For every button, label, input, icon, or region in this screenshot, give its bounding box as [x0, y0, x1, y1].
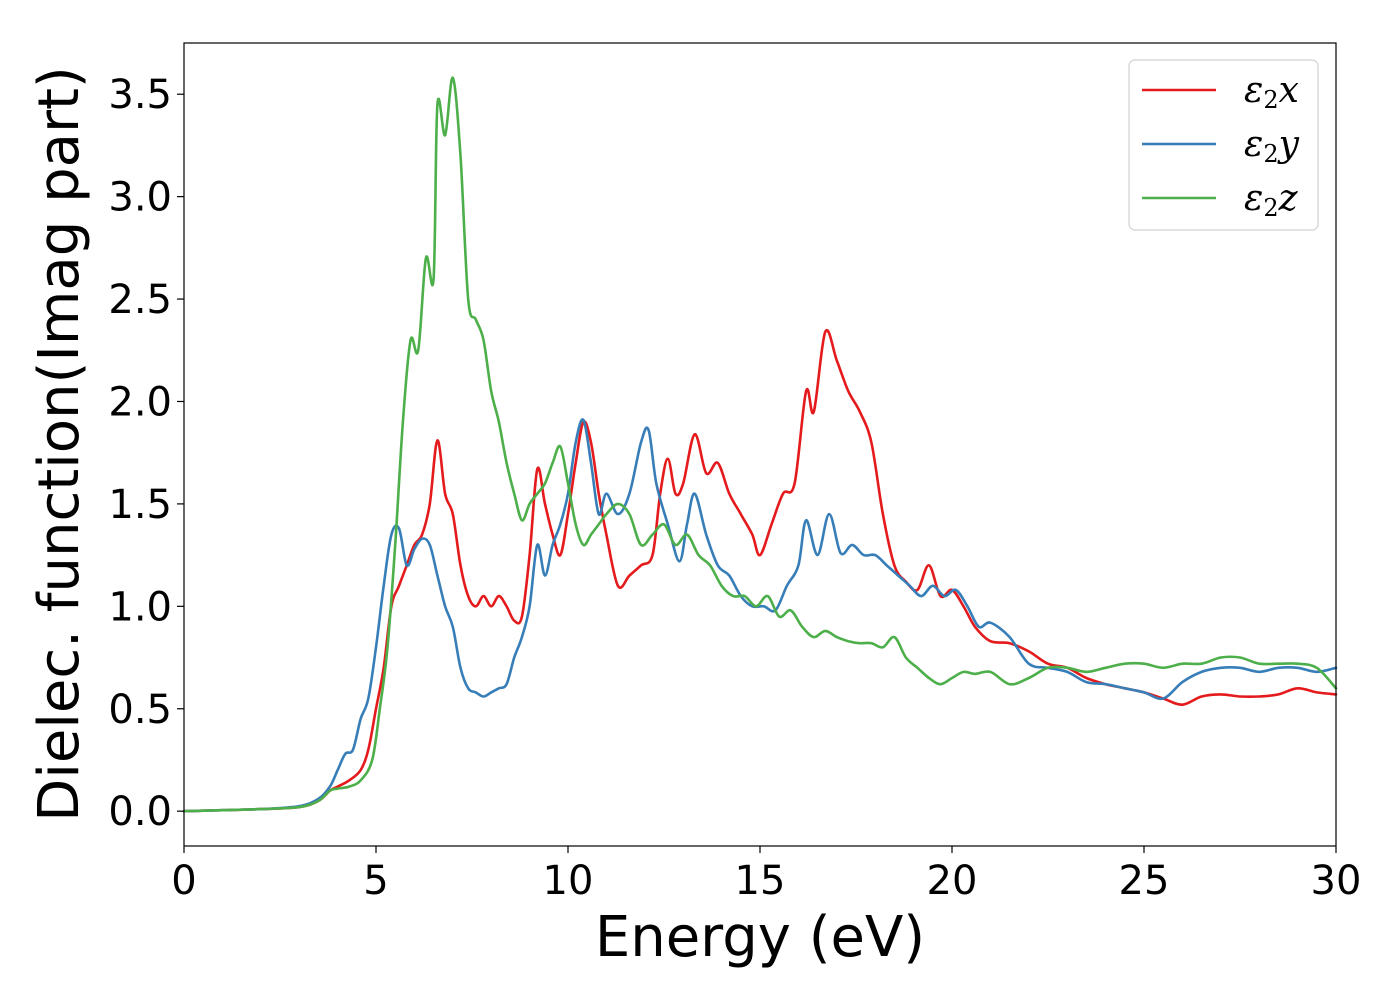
y-tick-label: 3.0	[108, 175, 172, 221]
legend-box	[1128, 59, 1319, 231]
legend-label: ε2y	[1244, 124, 1300, 168]
x-tick-label: 25	[1119, 858, 1170, 904]
series-layer	[182, 76, 1338, 813]
x-axis-label: Energy (eV)	[595, 905, 925, 970]
legend-label: ε2z	[1244, 178, 1299, 222]
x-tick-label: 0	[171, 858, 196, 904]
x-tick-label: 20	[927, 858, 978, 904]
x-tick-label: 30	[1311, 858, 1362, 904]
x-tick-label: 15	[735, 858, 786, 904]
y-tick-label: 0.5	[108, 687, 172, 733]
y-tick-label: 0.0	[108, 789, 172, 835]
x-tick-label: 10	[543, 858, 594, 904]
y-axis-label: Dielec. function(Imag part)	[27, 66, 92, 822]
legend-label: ε2x	[1244, 70, 1299, 114]
y-tick-label: 3.5	[108, 72, 172, 118]
y-tick-label: 2.0	[108, 379, 172, 425]
y-tick-label: 1.5	[108, 482, 172, 528]
legend: ε2x ε2y ε2z	[1128, 59, 1319, 231]
series-line-z	[182, 76, 1338, 813]
y-tick-label: 1.0	[108, 584, 172, 630]
y-axis: 0.0 0.5 1.0 1.5 2.0 2.5 3.0 3.5	[108, 72, 184, 835]
x-tick-label: 5	[363, 858, 388, 904]
y-tick-label: 2.5	[108, 277, 172, 323]
series-line-y	[182, 418, 1338, 813]
x-axis: 0 5 10 15 20 25 30	[171, 846, 1361, 904]
